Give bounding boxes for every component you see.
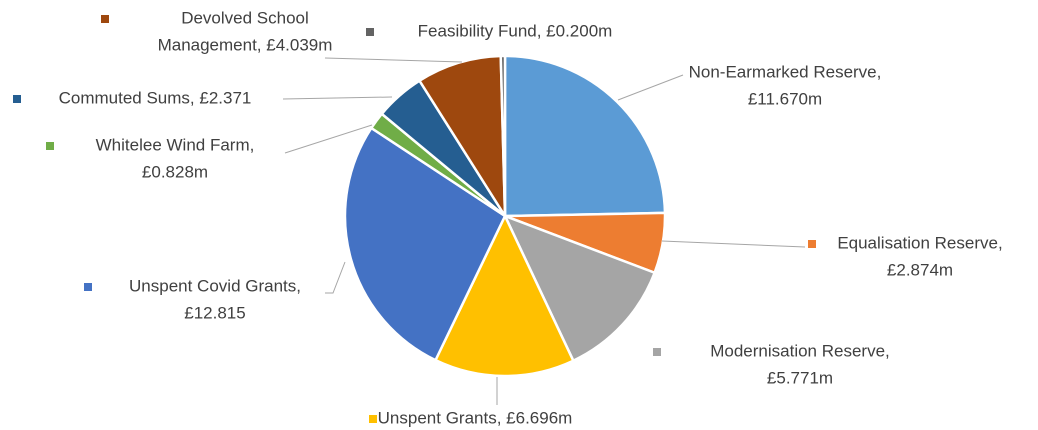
data-label: Feasibility Fund, £0.200m	[418, 21, 613, 40]
pie-slice	[503, 54, 667, 218]
data-label: £5.771m	[767, 368, 833, 387]
legend-marker	[101, 15, 109, 23]
data-label: Commuted Sums, £2.371	[59, 88, 252, 107]
legend-marker	[84, 283, 92, 291]
legend-marker	[808, 240, 816, 248]
data-label: Modernisation Reserve,	[710, 341, 890, 360]
pie-slice	[417, 54, 507, 221]
leader-line	[661, 240, 806, 248]
pie-slice	[433, 213, 575, 378]
data-label: £2.874m	[887, 260, 953, 279]
legend-marker	[46, 142, 54, 150]
data-label: £12.815	[184, 303, 245, 322]
legend-marker	[13, 95, 21, 103]
pie-slice	[499, 54, 507, 217]
data-label: Unspent Covid Grants,	[129, 276, 301, 295]
data-label: £0.828m	[142, 162, 208, 181]
leader-line	[617, 74, 684, 101]
legend-marker	[653, 348, 661, 356]
pie-slice	[343, 126, 507, 362]
data-label: £11.670m	[748, 89, 822, 108]
data-label: Whitelee Wind Farm,	[96, 135, 255, 154]
data-label: Unspent Grants, £6.696m	[378, 408, 573, 427]
leader-line	[324, 57, 463, 63]
pie-slice	[502, 213, 657, 363]
leader-line	[325, 261, 346, 294]
legend-marker	[369, 415, 377, 423]
leader-line	[282, 96, 393, 100]
data-label: Non-Earmarked Reserve,	[689, 62, 882, 81]
data-label: Devolved School	[181, 8, 309, 27]
data-label: Management, £4.039m	[158, 35, 333, 54]
leader-line	[284, 124, 373, 154]
data-label: Equalisation Reserve,	[837, 233, 1002, 252]
legend-marker	[366, 28, 374, 36]
